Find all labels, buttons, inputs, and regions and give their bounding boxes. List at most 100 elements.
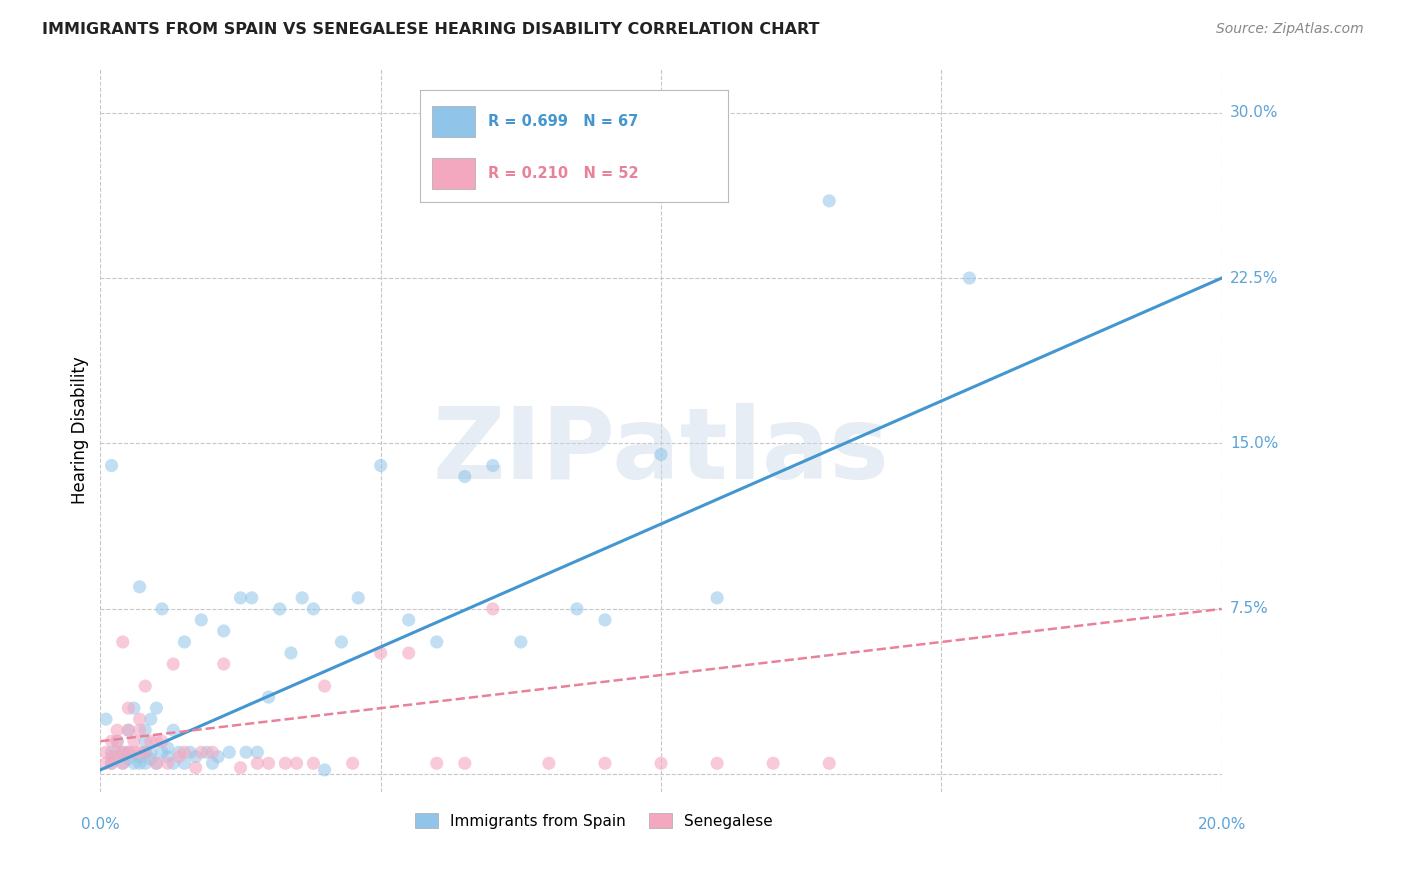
Point xyxy=(100,756,122,771)
Point xyxy=(509,635,531,649)
Point xyxy=(156,756,179,771)
Point xyxy=(235,745,257,759)
Point xyxy=(537,756,560,771)
Point xyxy=(291,591,314,605)
Point xyxy=(482,602,505,616)
Point xyxy=(257,690,280,705)
Point xyxy=(370,458,392,473)
Point xyxy=(229,591,252,605)
Point xyxy=(342,756,364,771)
Point xyxy=(229,761,252,775)
Point xyxy=(314,679,336,693)
Point xyxy=(246,756,269,771)
Point xyxy=(122,734,145,748)
Point xyxy=(454,756,477,771)
Point xyxy=(302,756,325,771)
Point xyxy=(650,448,672,462)
Point xyxy=(150,602,173,616)
Text: Source: ZipAtlas.com: Source: ZipAtlas.com xyxy=(1216,22,1364,37)
Point xyxy=(184,761,207,775)
Text: 15.0%: 15.0% xyxy=(1230,436,1278,451)
Text: 22.5%: 22.5% xyxy=(1230,270,1278,285)
Point xyxy=(201,756,224,771)
Point xyxy=(818,756,841,771)
Point xyxy=(212,624,235,638)
Point xyxy=(128,723,150,738)
Text: 30.0%: 30.0% xyxy=(1230,105,1278,120)
Point xyxy=(134,679,156,693)
Point xyxy=(94,756,117,771)
Point xyxy=(100,749,122,764)
Point xyxy=(167,745,190,759)
Point xyxy=(156,740,179,755)
Point xyxy=(117,723,139,738)
Point xyxy=(139,734,162,748)
Point xyxy=(134,745,156,759)
Point xyxy=(621,171,644,186)
Point xyxy=(762,756,785,771)
Point xyxy=(128,580,150,594)
Point xyxy=(162,756,184,771)
Point xyxy=(167,749,190,764)
Point xyxy=(105,745,128,759)
Point xyxy=(100,458,122,473)
Point xyxy=(94,712,117,726)
Point xyxy=(134,745,156,759)
Point xyxy=(150,745,173,759)
Point xyxy=(257,756,280,771)
Point xyxy=(173,635,195,649)
Point xyxy=(957,271,980,285)
Point xyxy=(100,734,122,748)
Point xyxy=(134,756,156,771)
Point xyxy=(128,756,150,771)
Point xyxy=(179,745,201,759)
Text: IMMIGRANTS FROM SPAIN VS SENEGALESE HEARING DISABILITY CORRELATION CHART: IMMIGRANTS FROM SPAIN VS SENEGALESE HEAR… xyxy=(42,22,820,37)
Point xyxy=(162,657,184,671)
Point xyxy=(302,602,325,616)
Point xyxy=(105,749,128,764)
Point xyxy=(111,756,134,771)
Point xyxy=(347,591,370,605)
Point xyxy=(145,756,167,771)
Point xyxy=(128,745,150,759)
Point xyxy=(218,745,240,759)
Point xyxy=(314,763,336,777)
Point xyxy=(134,723,156,738)
Point xyxy=(706,591,728,605)
Point xyxy=(426,635,449,649)
Point xyxy=(128,749,150,764)
Point xyxy=(398,646,420,660)
Point xyxy=(156,749,179,764)
Point xyxy=(240,591,263,605)
Point xyxy=(173,756,195,771)
Point xyxy=(246,745,269,759)
Point xyxy=(201,745,224,759)
Point xyxy=(330,635,353,649)
Point xyxy=(105,734,128,748)
Point xyxy=(565,602,588,616)
Point xyxy=(207,749,229,764)
Point xyxy=(593,613,616,627)
Point xyxy=(593,756,616,771)
Point xyxy=(94,745,117,759)
Point xyxy=(269,602,291,616)
Point xyxy=(117,752,139,766)
Point xyxy=(650,756,672,771)
Point xyxy=(398,613,420,627)
Point xyxy=(173,745,195,759)
Point xyxy=(111,745,134,759)
Text: 7.5%: 7.5% xyxy=(1230,601,1268,616)
Point xyxy=(111,635,134,649)
Text: 20.0%: 20.0% xyxy=(1198,817,1246,832)
Point xyxy=(139,712,162,726)
Point xyxy=(111,745,134,759)
Point xyxy=(145,701,167,715)
Point xyxy=(274,756,297,771)
Point xyxy=(117,701,139,715)
Text: ZIPatlas: ZIPatlas xyxy=(433,403,890,500)
Point xyxy=(482,458,505,473)
Text: 0.0%: 0.0% xyxy=(82,817,120,832)
Point xyxy=(370,646,392,660)
Point xyxy=(285,756,308,771)
Point xyxy=(139,745,162,759)
